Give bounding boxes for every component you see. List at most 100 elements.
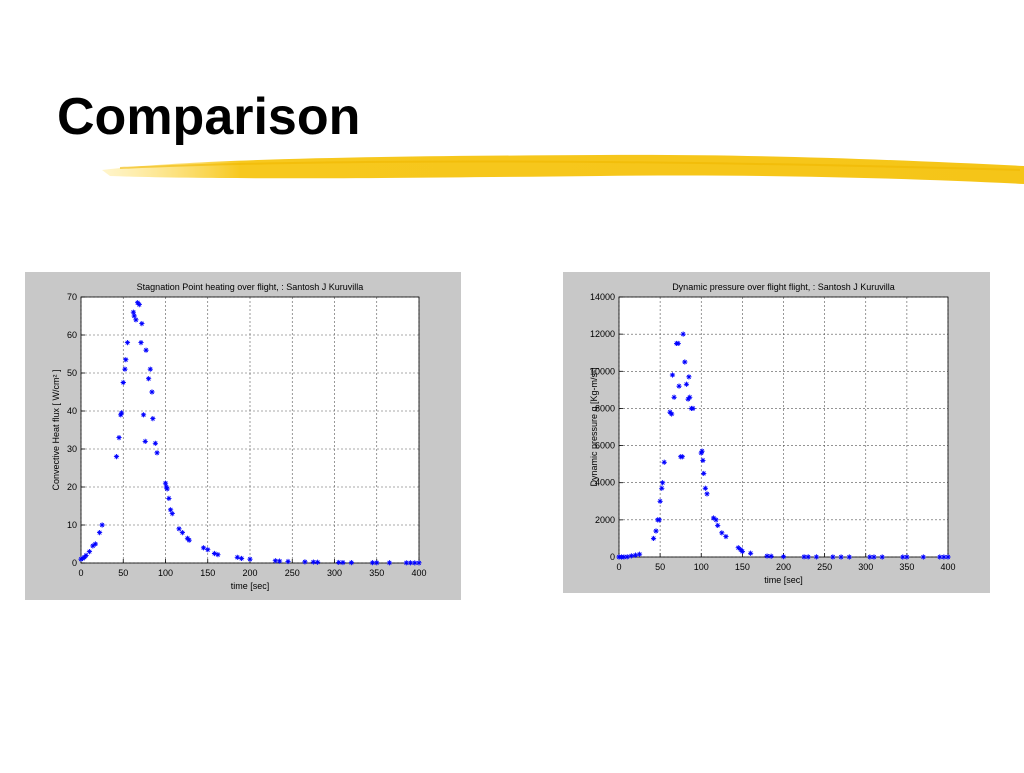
data-point <box>147 366 153 372</box>
data-point <box>407 560 414 566</box>
data-point <box>374 560 380 566</box>
data-point <box>871 554 877 560</box>
data-point <box>867 554 873 560</box>
data-point <box>650 535 657 542</box>
data-point <box>657 498 663 504</box>
data-point <box>671 394 677 400</box>
data-point <box>139 321 145 327</box>
y-tick-label: 4000 <box>595 478 615 488</box>
data-point <box>90 543 96 549</box>
x-tick-label: 200 <box>776 562 791 572</box>
data-point <box>699 448 705 454</box>
y-tick-label: 0 <box>610 552 615 562</box>
data-point <box>78 556 84 562</box>
data-point <box>628 553 634 559</box>
data-point <box>719 530 725 536</box>
slide-title: Comparison <box>57 88 360 146</box>
x-tick-label: 50 <box>655 562 665 572</box>
data-point <box>166 495 172 501</box>
data-point <box>764 553 770 559</box>
x-tick-label: 0 <box>78 568 83 578</box>
data-point <box>680 331 686 337</box>
data-point <box>200 545 207 551</box>
x-tick-label: 300 <box>858 562 873 572</box>
data-point <box>701 470 707 477</box>
data-point <box>669 411 675 417</box>
data-point <box>99 522 105 528</box>
data-point <box>700 457 706 464</box>
data-point <box>310 559 316 565</box>
data-point <box>143 347 149 353</box>
data-point <box>315 559 321 565</box>
data-point <box>748 550 754 556</box>
data-point <box>131 313 137 319</box>
data-point <box>142 438 148 444</box>
data-point <box>215 552 221 558</box>
data-point <box>702 485 708 491</box>
data-point <box>164 486 170 492</box>
data-point <box>838 554 844 560</box>
x-axis-label: time [sec] <box>764 575 803 585</box>
data-point <box>123 357 129 363</box>
x-tick-label: 350 <box>369 568 384 578</box>
x-tick-label: 0 <box>616 562 621 572</box>
y-tick-label: 12000 <box>590 329 615 339</box>
x-tick-label: 200 <box>242 568 257 578</box>
data-point <box>683 381 690 387</box>
data-point <box>879 554 885 560</box>
data-point <box>122 366 128 372</box>
data-point <box>162 480 169 486</box>
data-point <box>154 450 160 456</box>
data-point <box>676 383 682 389</box>
data-point <box>416 560 422 566</box>
data-point <box>150 416 156 422</box>
data-point <box>169 511 175 517</box>
data-point <box>669 372 676 378</box>
data-point <box>302 559 308 565</box>
y-tick-label: 40 <box>67 406 77 416</box>
data-point <box>149 389 155 395</box>
x-tick-label: 250 <box>285 568 300 578</box>
data-point <box>920 554 926 560</box>
data-point <box>805 554 811 560</box>
x-tick-label: 100 <box>158 568 173 578</box>
data-point <box>632 552 639 558</box>
x-axis-label: time [sec] <box>231 581 270 591</box>
data-point <box>698 450 704 456</box>
data-point <box>710 515 717 521</box>
y-tick-label: 14000 <box>590 292 615 302</box>
data-point <box>653 528 659 534</box>
data-point <box>686 374 692 380</box>
data-point <box>167 507 174 513</box>
y-tick-label: 2000 <box>595 515 615 525</box>
data-point <box>679 454 685 460</box>
x-tick-label: 50 <box>118 568 128 578</box>
data-point <box>272 558 278 564</box>
data-point <box>116 435 122 441</box>
plot-frame <box>80 296 420 564</box>
x-tick-label: 250 <box>817 562 832 572</box>
data-point <box>369 560 376 566</box>
data-point <box>813 554 819 560</box>
chart-title: Stagnation Point heating over flight, : … <box>137 282 364 292</box>
data-point <box>336 559 342 566</box>
y-axis-label: Dynamic pressure q [Kg-m/s²] <box>589 367 599 486</box>
data-point <box>113 454 120 460</box>
data-point <box>152 440 158 446</box>
data-point <box>140 412 147 418</box>
data-point <box>801 554 807 560</box>
data-point <box>713 517 719 523</box>
data-point <box>621 554 627 560</box>
data-point <box>656 517 662 523</box>
data-point <box>900 554 906 560</box>
y-tick-label: 0 <box>72 558 77 568</box>
data-point <box>247 556 253 562</box>
data-point <box>723 533 729 540</box>
data-point <box>120 379 126 386</box>
data-point <box>179 530 185 536</box>
data-point <box>412 560 418 566</box>
data-point <box>83 552 89 558</box>
data-point <box>163 484 169 490</box>
